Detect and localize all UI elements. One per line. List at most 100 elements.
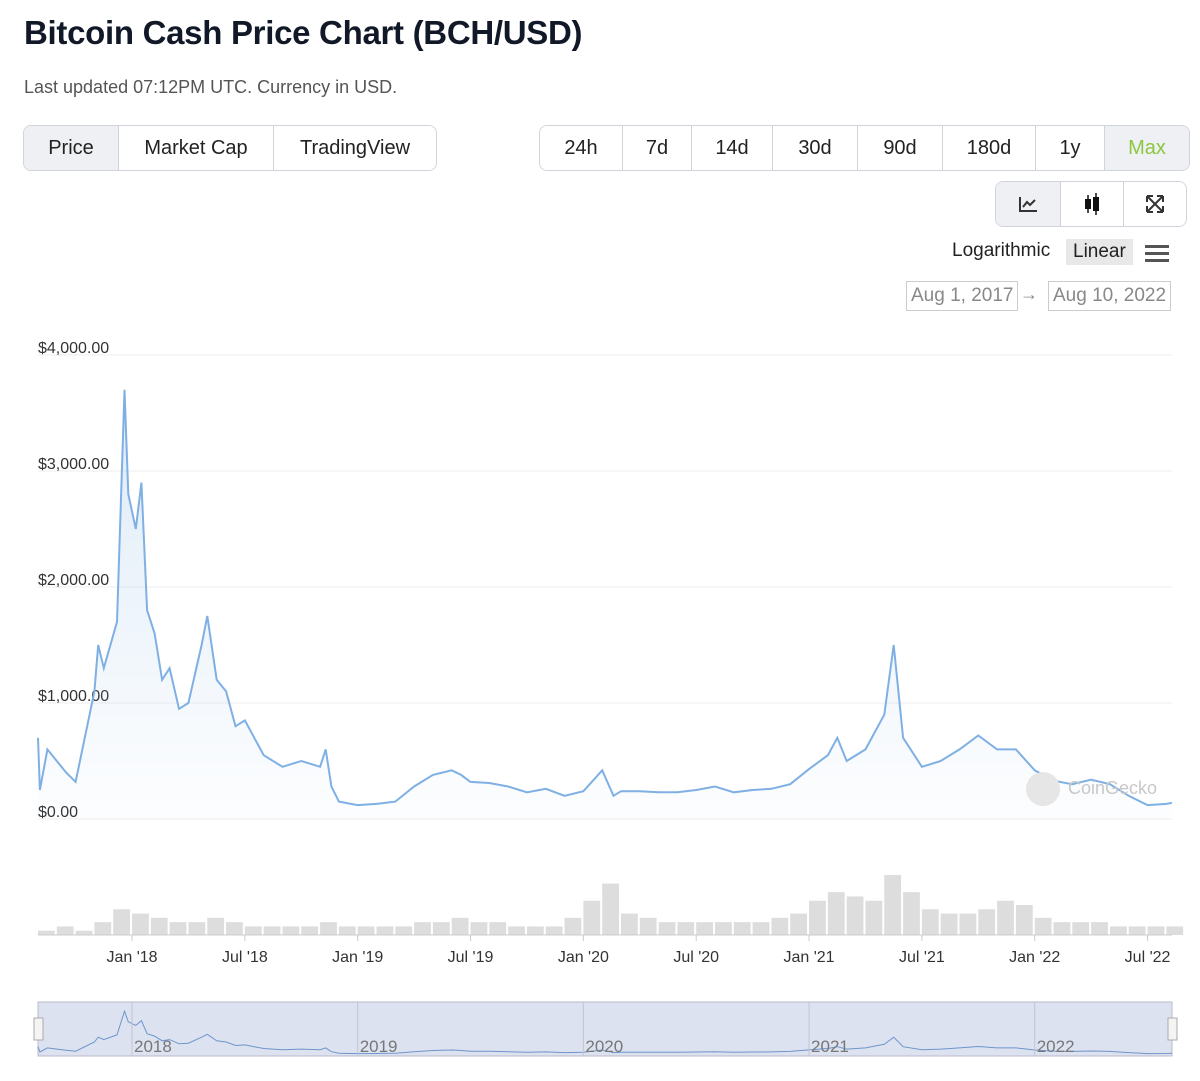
- price-line: [37, 389, 1173, 807]
- range-180d[interactable]: 180d: [943, 126, 1036, 170]
- price-area: [38, 389, 1172, 819]
- navigator-handle[interactable]: [33, 1017, 44, 1041]
- volume-bar: [715, 922, 732, 935]
- volume-bar: [451, 917, 469, 935]
- volume-bar: [733, 922, 751, 935]
- volume-bar: [827, 892, 845, 935]
- y-tick-label: $4,000.00: [38, 340, 109, 357]
- date-to-input[interactable]: Aug 10, 2022: [1048, 281, 1172, 311]
- last-updated: Last updated 07:12PM UTC. Currency in US…: [24, 77, 398, 97]
- tab-price[interactable]: Price: [24, 126, 119, 170]
- volume-bar: [226, 922, 243, 935]
- menu-icon[interactable]: [1145, 245, 1169, 263]
- page-title: Bitcoin Cash Price Chart (BCH/USD): [24, 14, 583, 51]
- volume-bar: [470, 922, 488, 935]
- volume-bar: [132, 913, 149, 935]
- volume-bar: [1072, 922, 1090, 935]
- volume-bar: [790, 913, 808, 935]
- range-90d[interactable]: 90d: [858, 126, 943, 170]
- line-chart-icon[interactable]: [996, 182, 1061, 226]
- volume-bar: [395, 926, 413, 935]
- volume-bar: [357, 926, 375, 935]
- volume-bar: [620, 913, 638, 935]
- volume-bar: [545, 926, 563, 935]
- volume-bar: [696, 922, 714, 935]
- volume-bar: [526, 926, 544, 935]
- scale-linear[interactable]: Linear: [1066, 239, 1133, 265]
- range-tabs: 24h 7d 14d 30d 90d 180d 1y Max: [539, 125, 1190, 171]
- x-tick-label: Jul '20: [673, 949, 719, 966]
- volume-bar: [414, 922, 431, 935]
- volume-bar: [320, 922, 337, 935]
- volume-bar: [75, 930, 93, 935]
- volume-bar: [94, 922, 112, 935]
- chart-type-tabs: Price Market Cap TradingView: [23, 125, 437, 171]
- volume-bar: [1166, 926, 1184, 935]
- range-7d[interactable]: 7d: [623, 126, 692, 170]
- volume-bar: [583, 900, 601, 935]
- range-14d[interactable]: 14d: [692, 126, 773, 170]
- fullscreen-icon[interactable]: [1124, 182, 1186, 226]
- volume-bar: [564, 917, 582, 935]
- volume-bar: [940, 913, 958, 935]
- volume-bar: [282, 926, 300, 935]
- x-tick-label: Jul '19: [448, 949, 494, 966]
- volume-bar: [903, 892, 920, 935]
- volume-bar: [1034, 917, 1052, 935]
- volume-bar: [884, 875, 902, 935]
- volume-bar: [809, 900, 826, 935]
- volume-bar: [489, 922, 507, 935]
- arrow-right-icon: →: [1020, 284, 1038, 304]
- volume-bar: [959, 913, 977, 935]
- x-tick-label: Jan '21: [783, 949, 834, 966]
- navigator-label: 2022: [1037, 1037, 1075, 1056]
- volume-bar: [376, 926, 394, 935]
- volume-bar: [301, 926, 319, 935]
- navigator-label: 2019: [360, 1037, 398, 1056]
- y-tick-label: $3,000.00: [38, 456, 109, 473]
- volume-bar: [169, 922, 187, 935]
- volume-bar: [677, 922, 695, 935]
- scale-logarithmic[interactable]: Logarithmic: [952, 240, 1051, 261]
- volume-bar: [1091, 922, 1108, 935]
- x-tick-label: Jan '18: [106, 949, 157, 966]
- x-tick-label: Jan '19: [332, 949, 383, 966]
- volume-bar: [1147, 926, 1165, 935]
- volume-bar: [997, 900, 1014, 935]
- view-tools: [995, 181, 1187, 227]
- volume-bar: [921, 909, 939, 935]
- navigator-handle[interactable]: [1167, 1017, 1178, 1041]
- volume-bar: [150, 917, 168, 935]
- x-tick-label: Jan '22: [1009, 949, 1060, 966]
- range-30d[interactable]: 30d: [773, 126, 858, 170]
- volume-bar: [1015, 905, 1033, 935]
- coingecko-logo-icon: [1026, 772, 1060, 806]
- volume-bar: [1053, 922, 1071, 935]
- range-24h[interactable]: 24h: [540, 126, 623, 170]
- navigator-line: [37, 1009, 1173, 1055]
- x-tick-label: Jul '21: [899, 949, 945, 966]
- x-tick-label: Jul '18: [222, 949, 268, 966]
- tab-market-cap[interactable]: Market Cap: [119, 126, 274, 170]
- volume-bar: [56, 926, 74, 935]
- range-max[interactable]: Max: [1105, 126, 1189, 170]
- volume-bar: [602, 883, 619, 935]
- tab-tradingview[interactable]: TradingView: [299, 136, 411, 159]
- volume-bar: [113, 909, 131, 935]
- navigator-label: 2018: [134, 1037, 172, 1056]
- candlestick-icon[interactable]: [1061, 182, 1124, 226]
- volume-bar: [207, 917, 225, 935]
- volume-bar: [244, 926, 262, 935]
- volume-bar: [38, 930, 55, 935]
- volume-bar: [263, 926, 281, 935]
- volume-bar: [508, 926, 525, 935]
- volume-bar: [978, 909, 996, 935]
- volume-bar: [432, 922, 450, 935]
- date-from-input[interactable]: Aug 1, 2017: [906, 281, 1019, 311]
- volume-bar: [752, 922, 770, 935]
- volume-bar: [865, 900, 883, 935]
- range-1y[interactable]: 1y: [1036, 126, 1105, 170]
- volume-bar: [1128, 926, 1146, 935]
- x-tick-label: Jul '22: [1125, 949, 1171, 966]
